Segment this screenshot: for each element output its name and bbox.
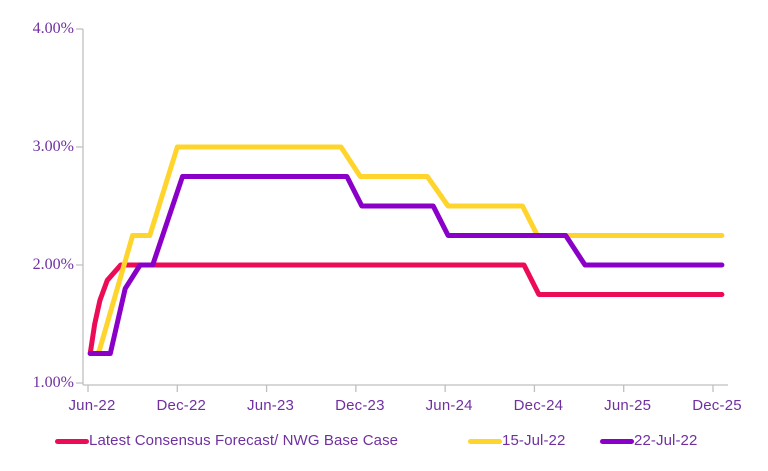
- legend-label: Latest Consensus Forecast/ NWG Base Case: [89, 432, 399, 449]
- x-tick-label-Jun-25: Jun-25: [604, 397, 652, 414]
- legend-line-swatch: [468, 438, 502, 444]
- series-lines: [87, 144, 725, 356]
- axes: [76, 28, 728, 392]
- x-tick-label-Jun-22: Jun-22: [68, 397, 116, 414]
- axis-lines: [76, 28, 728, 392]
- legend-label: 15-Jul-22: [502, 432, 566, 449]
- x-tick-label-Dec-22: Dec-22: [156, 397, 207, 414]
- legend-item-1: 15-Jul-22: [468, 432, 565, 450]
- legend-line-swatch: [600, 438, 634, 444]
- y-tick-label-3.00%: 3.00%: [32, 138, 74, 155]
- x-tick-label-Jun-24: Jun-24: [425, 397, 473, 414]
- y-tick-label-1.00%: 1.00%: [32, 374, 74, 391]
- legend-item-0: Latest Consensus Forecast/ NWG Base Case: [55, 432, 398, 450]
- x-tick-label-Dec-23: Dec-23: [335, 397, 385, 414]
- y-tick-label-4.00%: 4.00%: [32, 20, 74, 37]
- x-tick-label-Dec-25: Dec-25: [692, 397, 742, 414]
- legend-item-2: 22-Jul-22: [600, 432, 697, 450]
- series-line-2: [87, 174, 725, 356]
- legend-line-swatch: [55, 438, 89, 444]
- legend-label: 22-Jul-22: [634, 432, 698, 449]
- series-line-0: [87, 262, 725, 356]
- y-tick-label-2.00%: 2.00%: [32, 256, 74, 273]
- series-line-1: [94, 144, 725, 356]
- x-tick-label-Jun-23: Jun-23: [247, 397, 295, 414]
- x-tick-label-Dec-24: Dec-24: [513, 397, 564, 414]
